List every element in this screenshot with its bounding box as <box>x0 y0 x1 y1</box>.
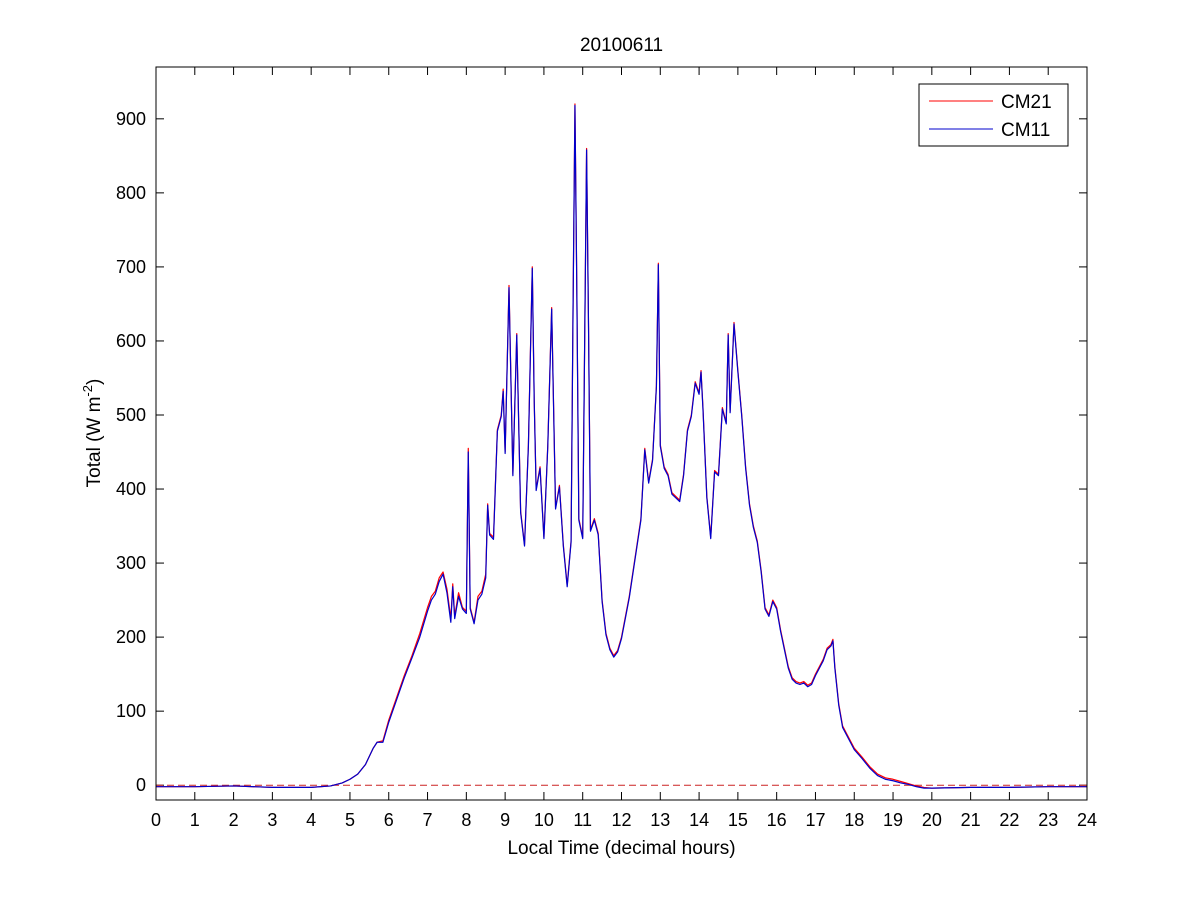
x-tick-label: 11 <box>573 810 592 830</box>
y-tick-label: 500 <box>116 405 146 425</box>
x-tick-label: 4 <box>306 810 316 830</box>
x-tick-label: 8 <box>461 810 471 830</box>
chart-title: 20100611 <box>580 35 663 56</box>
y-axis-label-close: ) <box>84 379 105 385</box>
x-tick-label: 10 <box>534 810 554 830</box>
legend: CM21 CM11 <box>918 83 1069 147</box>
x-tick-label: 0 <box>151 810 161 830</box>
series-group <box>156 103 1087 789</box>
legend-box <box>918 83 1069 147</box>
y-tick-label: 800 <box>116 183 146 203</box>
x-tick-label: 16 <box>767 810 787 830</box>
x-axis-label: Local Time (decimal hours) <box>507 838 735 859</box>
y-tick-label: 400 <box>116 479 146 499</box>
y-tick-label: 100 <box>116 701 146 721</box>
x-tick-label: 3 <box>267 810 277 830</box>
axes-frame <box>155 66 1088 801</box>
y-tick-label: 700 <box>116 257 146 277</box>
y-axis-label: Total (W m-2) <box>80 379 105 488</box>
y-tick-label: 600 <box>116 331 146 351</box>
x-tick-label: 20 <box>922 810 942 830</box>
axes-ticks: 0 1 2 3 4 5 6 7 8 9 10 11 12 13 14 15 16 17 18 19 20 21 22 23 24… <box>116 67 1097 830</box>
y-tick-label: 900 <box>116 109 146 129</box>
x-tick-label: 2 <box>229 810 239 830</box>
y-tick-label: 300 <box>116 553 146 573</box>
y-axis-label-superscript: -2 <box>80 385 95 397</box>
x-tick-label: 15 <box>728 810 748 830</box>
legend-label-cm21: CM21 <box>1001 92 1052 113</box>
x-tick-label: 1 <box>190 810 200 830</box>
legend-label-cm11: CM11 <box>1001 120 1050 141</box>
x-tick-label: 14 <box>689 810 709 830</box>
y-tick-label: 0 <box>136 775 146 795</box>
x-tick-label: 12 <box>611 810 631 830</box>
y-tick-label: 200 <box>116 627 146 647</box>
x-tick-label: 21 <box>961 810 981 830</box>
x-tick-label: 6 <box>384 810 394 830</box>
y-axis-label-main: Total (W m <box>84 397 105 488</box>
series-line-cm11 <box>156 104 1087 789</box>
x-tick-label: 23 <box>1038 810 1058 830</box>
x-tick-label: 13 <box>650 810 670 830</box>
x-tick-label: 19 <box>883 810 903 830</box>
x-tick-label: 22 <box>999 810 1019 830</box>
plot-area <box>156 67 1087 800</box>
x-tick-label: 7 <box>423 810 433 830</box>
x-tick-label: 17 <box>805 810 825 830</box>
x-tick-label: 9 <box>500 810 510 830</box>
x-tick-label: 24 <box>1077 810 1097 830</box>
x-tick-label: 18 <box>844 810 864 830</box>
x-tick-label: 5 <box>345 810 355 830</box>
